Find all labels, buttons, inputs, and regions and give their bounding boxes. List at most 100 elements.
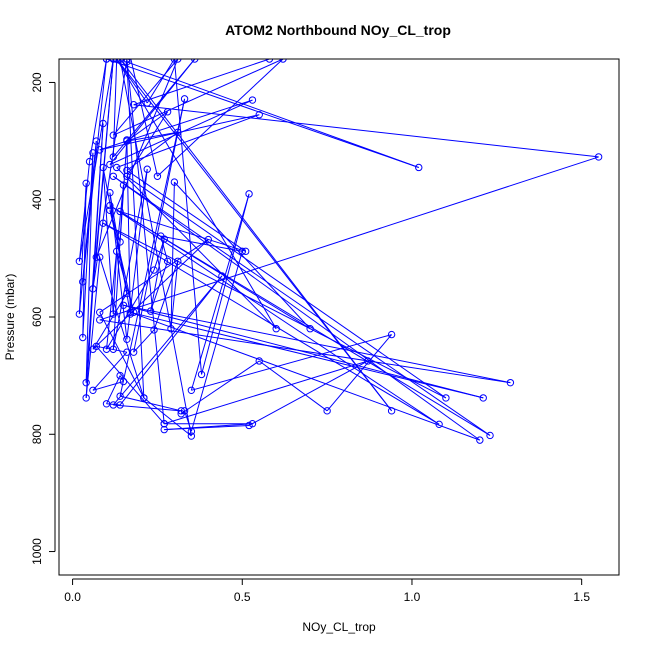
series-segment xyxy=(126,61,419,168)
series-segment xyxy=(173,59,203,375)
data-point xyxy=(129,101,138,109)
series-segment xyxy=(150,238,165,312)
data-point xyxy=(143,165,151,173)
data-point xyxy=(170,59,179,63)
data-point xyxy=(248,96,257,104)
series-segment xyxy=(157,59,284,177)
data-point xyxy=(92,342,101,351)
series-segment xyxy=(102,167,114,315)
series-segment xyxy=(119,211,311,330)
data-point xyxy=(99,119,107,128)
data-point xyxy=(116,401,124,409)
data-point xyxy=(163,108,172,116)
series-segment xyxy=(82,152,94,338)
data-point xyxy=(106,206,114,214)
series-segment xyxy=(113,404,182,412)
data-point xyxy=(106,160,114,169)
series-segment xyxy=(113,175,481,441)
x-tick-label: 1.5 xyxy=(573,590,590,604)
data-point xyxy=(82,394,90,402)
y-axis-label: Pressure (mbar) xyxy=(3,274,17,361)
series-segment xyxy=(326,334,392,412)
data-point xyxy=(116,207,124,216)
data-point xyxy=(119,377,128,386)
series-segment xyxy=(113,59,284,136)
data-point xyxy=(89,149,97,157)
data-point xyxy=(123,59,131,63)
data-point xyxy=(116,392,124,400)
data-point xyxy=(123,166,131,175)
data-point xyxy=(143,99,151,107)
series-segment xyxy=(119,59,393,412)
data-point xyxy=(146,307,155,315)
y-tick-label: 200 xyxy=(30,72,44,92)
data-point xyxy=(170,178,179,186)
data-point xyxy=(109,59,118,63)
data-point xyxy=(112,247,121,256)
series-segment xyxy=(109,192,131,315)
series-segment xyxy=(146,59,175,104)
series-segment xyxy=(191,334,392,391)
series-segment xyxy=(99,319,511,384)
data-point xyxy=(116,371,124,380)
data-point xyxy=(126,308,134,317)
data-point xyxy=(89,285,97,293)
data-point xyxy=(119,181,128,189)
data-point xyxy=(174,128,182,136)
series-segment xyxy=(112,251,118,315)
data-point xyxy=(99,163,107,172)
data-point xyxy=(479,394,487,402)
data-point xyxy=(106,201,114,210)
series-segment xyxy=(92,351,128,391)
data-point xyxy=(204,235,213,244)
series-segment xyxy=(99,239,209,313)
series-segment xyxy=(92,381,124,391)
data-point xyxy=(415,163,423,172)
series-segment xyxy=(174,181,311,330)
data-point xyxy=(92,253,101,261)
series-segment xyxy=(133,98,186,353)
data-point xyxy=(96,146,104,154)
data-point xyxy=(306,325,314,333)
data-point xyxy=(109,172,118,180)
data-point xyxy=(92,137,101,145)
series-segment xyxy=(190,193,250,391)
data-point xyxy=(82,378,90,387)
data-point xyxy=(82,179,90,188)
series-segment xyxy=(95,59,114,258)
data-point xyxy=(187,427,196,436)
data-point xyxy=(109,131,118,139)
data-point xyxy=(96,253,104,261)
data-point xyxy=(323,407,331,415)
series-segment xyxy=(119,395,182,412)
series-segment xyxy=(119,59,192,437)
series-segment xyxy=(116,114,260,168)
series-segment xyxy=(126,139,131,315)
series-segment xyxy=(150,261,169,312)
data-point xyxy=(75,310,84,318)
data-point xyxy=(245,421,253,430)
data-point xyxy=(245,190,253,198)
series-segment xyxy=(85,257,101,398)
series-segment xyxy=(106,403,121,406)
data-point xyxy=(255,111,263,119)
series-segment xyxy=(133,59,270,106)
series-segment xyxy=(102,222,447,399)
series-segment xyxy=(123,304,484,399)
data-point xyxy=(153,172,162,180)
series-segment xyxy=(119,210,246,252)
data-point xyxy=(140,394,148,402)
data-point xyxy=(85,157,94,166)
x-tick-label: 0.5 xyxy=(234,590,251,604)
series-segment xyxy=(170,182,175,329)
series-segment xyxy=(119,275,223,406)
data-point xyxy=(174,257,182,265)
series-layer xyxy=(78,59,599,441)
y-tick-label: 600 xyxy=(30,307,44,327)
data-point xyxy=(364,357,372,365)
data-point xyxy=(96,308,104,317)
data-point xyxy=(116,238,124,246)
series-segment xyxy=(102,222,440,425)
data-point xyxy=(116,59,124,63)
